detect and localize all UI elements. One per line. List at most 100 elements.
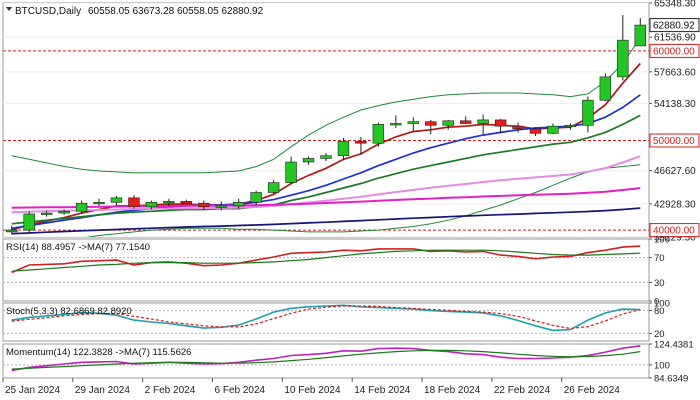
level-tag — [649, 43, 700, 58]
momentum-series-line — [11, 349, 641, 370]
candle-body — [477, 119, 489, 124]
x-tick-label: 25 Jan 2024 — [5, 385, 60, 396]
candle — [459, 116, 472, 125]
price-tag — [649, 18, 700, 33]
candle-body — [128, 197, 140, 208]
candle — [372, 122, 385, 147]
candle — [58, 209, 70, 215]
stoch-plot — [3, 304, 649, 334]
bollinger-upper-line — [11, 37, 641, 174]
level-tag-label: 50000.00 — [653, 136, 695, 147]
candle-body — [215, 205, 227, 208]
rsi-title: RSI(14) 88.4957 ->MA(7) 77.1540 — [6, 242, 150, 253]
candle-body — [267, 182, 280, 193]
y-tick-label: 30 — [654, 278, 665, 289]
candle — [40, 210, 53, 217]
stoch-title: Stoch(5,3,3) 82.6869 82.8920 — [6, 306, 132, 317]
candle-body — [250, 192, 262, 203]
y-tick-label: 46627.60 — [654, 166, 696, 177]
rsi-series-line — [11, 249, 641, 272]
candle — [163, 198, 175, 206]
x-tick-label: 2 Feb 2024 — [145, 385, 196, 396]
y-tick-label: 100 — [654, 360, 670, 371]
candle-body — [232, 202, 245, 207]
main-plot — [3, 3, 649, 237]
candle-body — [6, 229, 18, 233]
candle-body — [425, 121, 437, 126]
candle — [75, 200, 88, 214]
momentum-series-line — [11, 345, 641, 372]
y-tick-label: 57663.60 — [654, 67, 696, 78]
candle-body — [372, 124, 385, 144]
ohlc-readout: 60558.05 63673.28 60558.05 62880.92 — [88, 6, 264, 17]
candle-body — [337, 141, 350, 157]
rsi-pane-frame — [2, 238, 650, 302]
candle — [267, 179, 280, 195]
y-tick-label: 100 — [654, 235, 670, 246]
candle — [477, 114, 489, 135]
candle — [180, 199, 193, 205]
candle-body — [582, 99, 594, 126]
candle-body — [93, 202, 105, 205]
level-tag — [649, 223, 700, 238]
candle — [215, 201, 227, 211]
candle — [250, 190, 262, 206]
x-tick-label: 14 Feb 2024 — [354, 385, 411, 396]
level-tag-label: 60000.00 — [653, 46, 695, 57]
candle — [93, 198, 105, 206]
candle — [198, 200, 210, 210]
candle-body — [302, 158, 315, 163]
candle-body — [58, 210, 70, 214]
y-tick-label: 70 — [654, 253, 665, 264]
level-tag — [649, 133, 700, 148]
candle-body — [145, 202, 158, 208]
candle — [564, 123, 577, 130]
candle — [494, 119, 507, 134]
candle — [425, 119, 437, 135]
candle-body — [599, 76, 612, 101]
candle — [390, 115, 402, 128]
candle — [320, 153, 332, 162]
collapse-icon[interactable] — [6, 7, 12, 11]
y-tick-label: 65348.30 — [654, 0, 696, 10]
stoch-series-line — [11, 305, 641, 330]
candle-body — [512, 125, 524, 130]
candle-body — [442, 120, 454, 126]
candle-body — [110, 197, 123, 203]
rsi-plot — [3, 245, 649, 283]
candle — [407, 117, 420, 132]
y-tick-label: 42928.30 — [654, 199, 696, 210]
candle — [442, 119, 454, 130]
candle — [617, 15, 629, 81]
momentum-plot — [3, 345, 649, 372]
candle — [599, 73, 612, 102]
ema-100-line — [11, 187, 641, 209]
candle-body — [529, 128, 542, 134]
stoch-pane-frame — [2, 302, 650, 342]
candle-body — [23, 213, 35, 231]
candle — [285, 156, 297, 185]
symbol-title: BTCUSD,Daily — [15, 6, 81, 17]
x-tick-label: 22 Feb 2024 — [494, 385, 551, 396]
x-tick-label: 10 Feb 2024 — [284, 385, 341, 396]
candle-body — [547, 125, 559, 134]
rsi-series-line — [11, 245, 641, 274]
candle-body — [198, 202, 210, 208]
y-tick-label: 124.4381 — [654, 340, 694, 351]
candle-body — [355, 141, 367, 144]
bollinger-lower-line — [86, 164, 641, 237]
y-tick-label: 100 — [654, 299, 670, 310]
candle — [634, 18, 646, 47]
candle — [110, 196, 123, 206]
candle — [302, 156, 315, 165]
candle — [547, 123, 559, 135]
candle — [145, 200, 158, 210]
x-tick-label: 6 Feb 2024 — [215, 385, 266, 396]
x-tick-label: 29 Jan 2024 — [75, 385, 130, 396]
x-tick-label: 18 Feb 2024 — [424, 385, 481, 396]
candle — [512, 122, 524, 133]
candle-body — [494, 119, 507, 127]
candle — [337, 137, 350, 161]
candle-body — [285, 161, 297, 183]
